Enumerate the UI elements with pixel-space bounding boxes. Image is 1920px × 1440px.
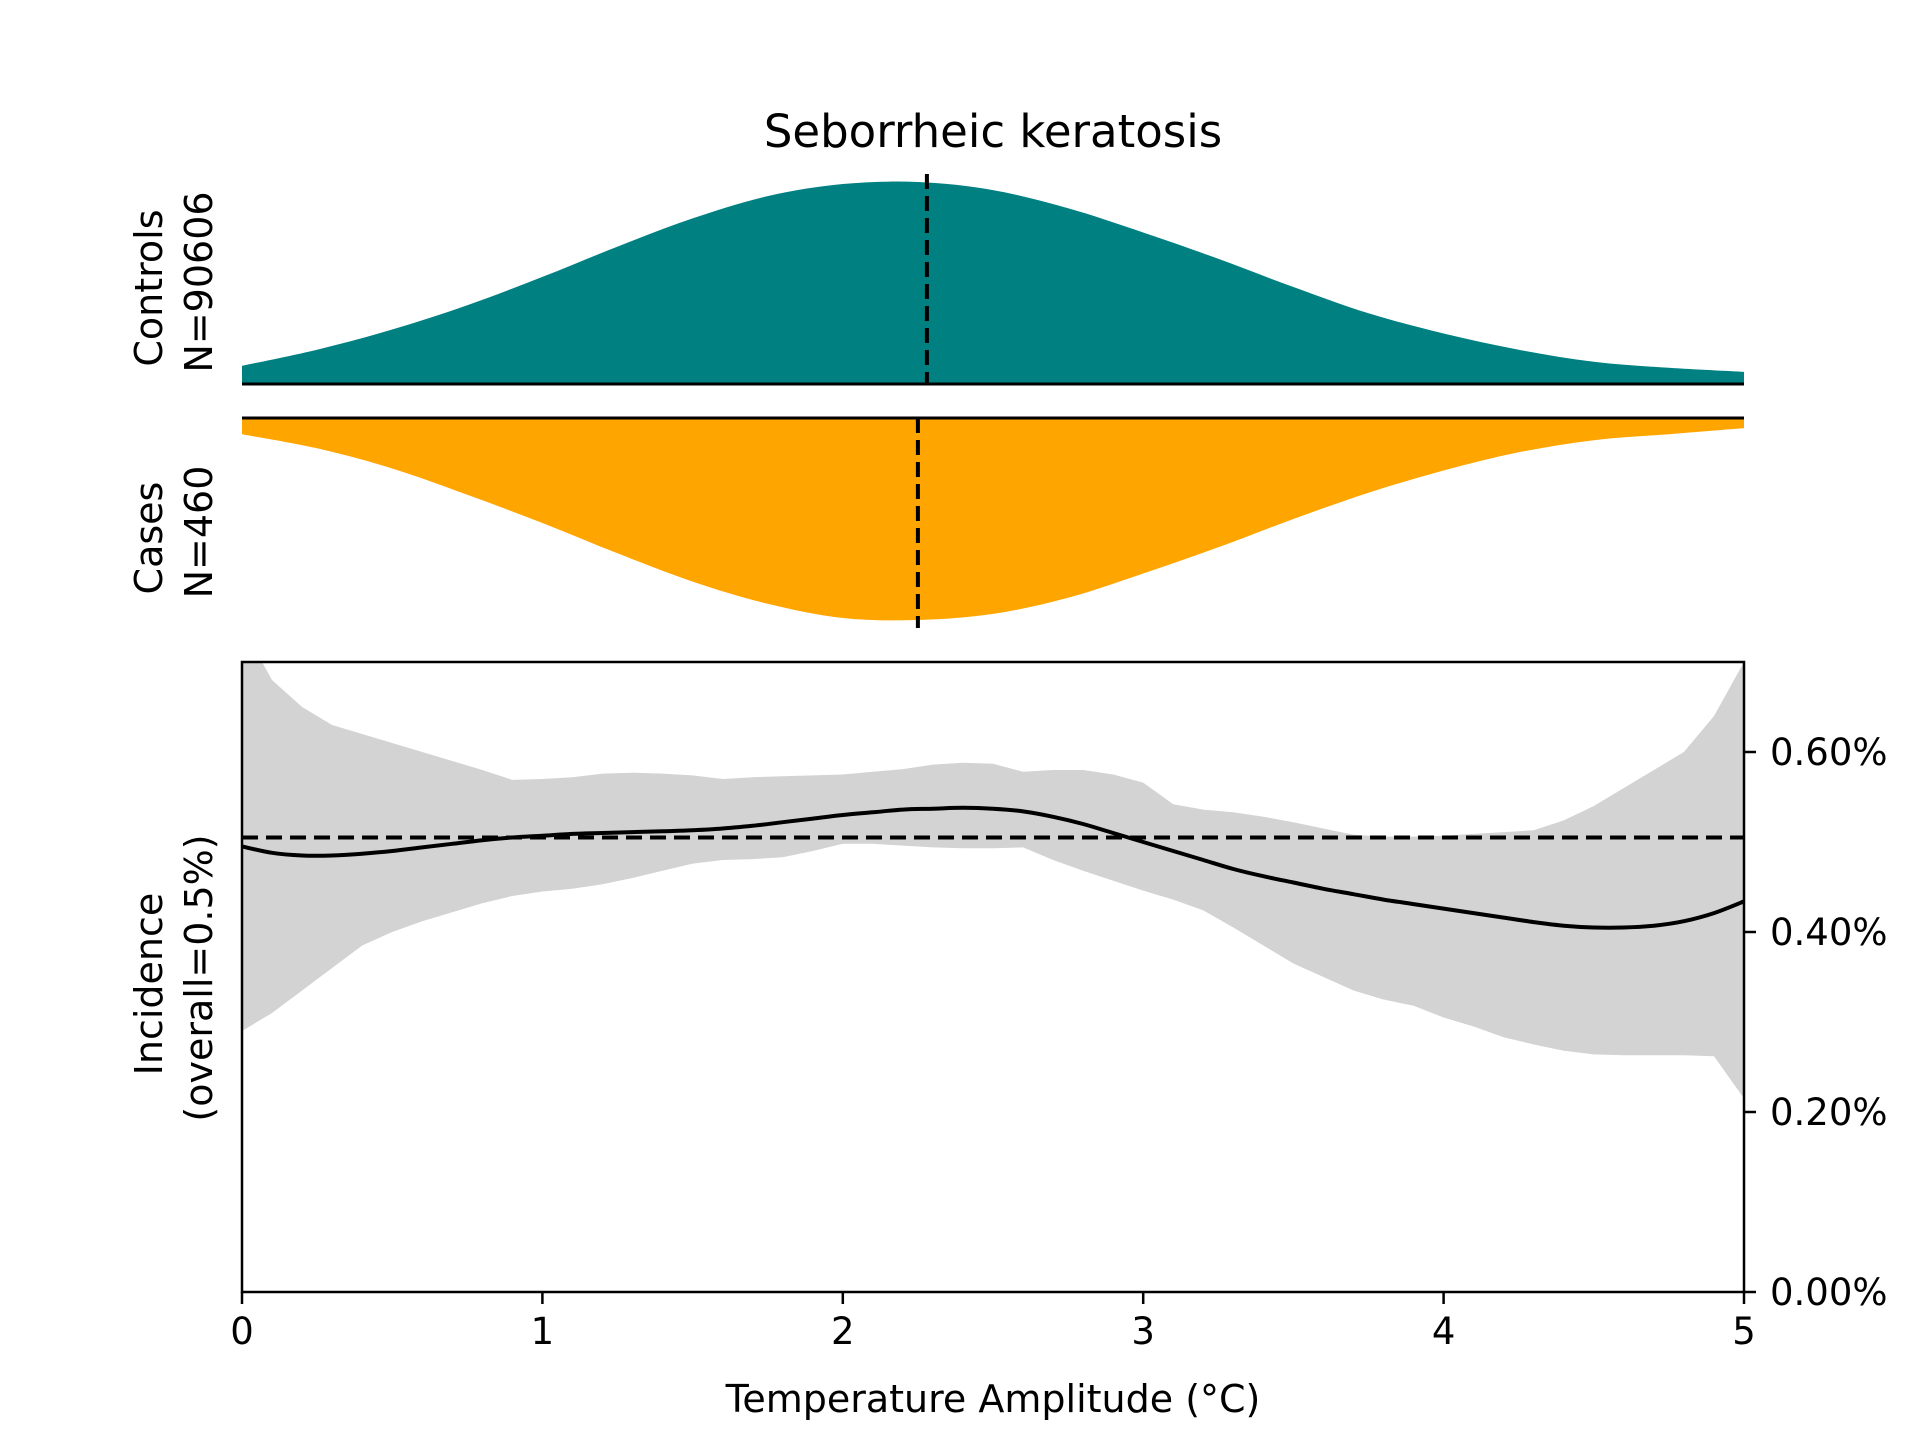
x-tick-label: 2 xyxy=(831,1310,855,1353)
x-axis-label: Temperature Amplitude (°C) xyxy=(725,1377,1261,1421)
incidence-line xyxy=(242,805,1744,930)
chart-title: Seborrheic keratosis xyxy=(764,105,1222,158)
y-tick-label: 0.00% xyxy=(1770,1271,1888,1314)
controls-label-count: N=90606 xyxy=(177,191,221,372)
x-axis: 0 1 2 3 4 5 xyxy=(230,1292,1756,1353)
incidence-y-label: Incidence (overall=0.5%) xyxy=(127,834,221,1121)
x-tick-label: 5 xyxy=(1732,1310,1756,1353)
x-tick-label: 1 xyxy=(531,1310,555,1353)
cases-label-name: Cases xyxy=(127,482,171,595)
cases-label-count: N=460 xyxy=(177,466,221,599)
cases-density-area xyxy=(242,418,1744,621)
incidence-panel: 0.00% 0.20% 0.40% 0.60% 0 1 2 3 4 5 Incidence (o… xyxy=(127,660,1888,1421)
y-tick-label: 0.60% xyxy=(1770,731,1888,774)
incidence-y-label-line2: (overall=0.5%) xyxy=(177,834,221,1121)
cases-panel: Cases N=460 xyxy=(127,416,1744,628)
y-tick-label: 0.40% xyxy=(1770,911,1888,954)
incidence-confidence-band xyxy=(242,662,1744,1099)
controls-panel: Controls N=90606 xyxy=(127,174,1744,386)
x-tick-label: 4 xyxy=(1432,1310,1456,1353)
x-tick-label: 3 xyxy=(1131,1310,1155,1353)
cases-label: Cases N=460 xyxy=(127,466,221,599)
incidence-y-axis: 0.00% 0.20% 0.40% 0.60% xyxy=(1744,731,1888,1314)
controls-label: Controls N=90606 xyxy=(127,191,221,372)
y-tick-label: 0.20% xyxy=(1770,1091,1888,1134)
incidence-frame xyxy=(240,660,1746,1294)
x-tick-label: 0 xyxy=(230,1310,254,1353)
controls-label-name: Controls xyxy=(127,209,171,366)
controls-density-area xyxy=(242,181,1744,384)
incidence-y-label-line1: Incidence xyxy=(127,893,171,1076)
